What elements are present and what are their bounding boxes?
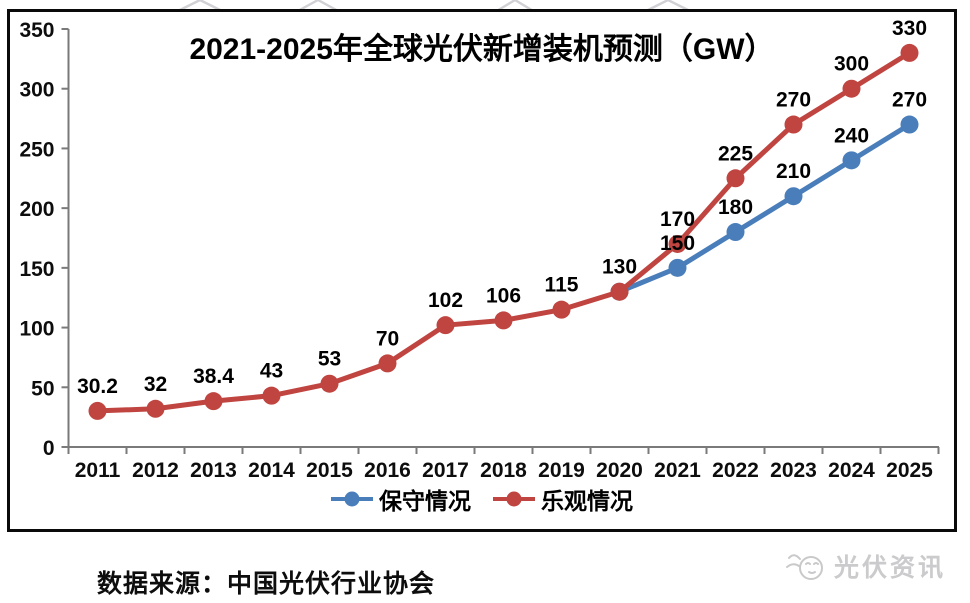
legend-marker-conservative: [331, 491, 373, 507]
brand-logo: 光伏资讯: [785, 548, 946, 584]
legend-item-optimistic: 乐观情况: [493, 482, 633, 516]
brand-logo-text: 光伏资讯: [833, 554, 946, 582]
legend-label-optimistic: 乐观情况: [541, 488, 633, 514]
chart-legend: 保守情况 乐观情况: [10, 482, 954, 516]
chart-frame: 2021-2025年全球光伏新增装机预测（GW） 保守情况 乐观情况: [7, 9, 957, 532]
legend-marker-optimistic: [493, 491, 535, 507]
data-source-text: 数据来源：中国光伏行业协会: [97, 570, 436, 598]
legend-item-conservative: 保守情况: [331, 482, 471, 516]
watermark-strokes: [175, 0, 693, 14]
bird-icon: [785, 554, 823, 580]
legend-label-conservative: 保守情况: [379, 488, 471, 514]
chart-title: 2021-2025年全球光伏新增装机预测（GW）: [189, 33, 775, 66]
